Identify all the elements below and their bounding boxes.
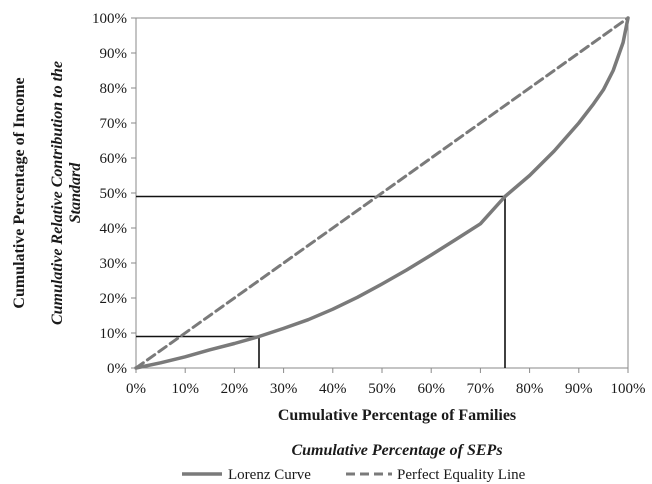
x-tick-label: 20%: [221, 381, 249, 397]
y-tick-label: 40%: [100, 221, 128, 237]
x-tick-label: 60%: [417, 381, 445, 397]
x-tick-label: 0%: [126, 381, 146, 397]
legend-label-equality: Perfect Equality Line: [397, 467, 526, 483]
reference-lines: [136, 195, 506, 368]
y-axis-title-secondary-line2: Standard: [67, 162, 84, 223]
lorenz-curve-line: [134, 16, 630, 370]
y-axis-ticks: 0% 10% 20% 30% 40% 50% 60% 70% 80% 90% 100%: [92, 11, 136, 377]
legend: Lorenz Curve Perfect Equality Line: [182, 467, 526, 483]
x-tick-label: 40%: [319, 381, 347, 397]
y-tick-label: 90%: [100, 46, 128, 62]
y-tick-label: 20%: [100, 291, 128, 307]
y-tick-label: 80%: [100, 81, 128, 97]
x-tick-label: 70%: [467, 381, 495, 397]
x-tick-label: 80%: [516, 381, 544, 397]
series-group: [134, 16, 630, 370]
y-tick-label: 60%: [100, 151, 128, 167]
y-tick-label: 70%: [100, 116, 128, 132]
y-tick-label: 0%: [107, 361, 127, 377]
perfect-equality-line: [134, 16, 630, 370]
legend-label-lorenz: Lorenz Curve: [228, 467, 311, 483]
x-tick-label: 30%: [270, 381, 298, 397]
y-tick-label: 10%: [100, 326, 128, 342]
x-tick-label: 10%: [171, 381, 199, 397]
y-tick-label: 30%: [100, 256, 128, 272]
x-axis-title: Cumulative Percentage of Families: [278, 407, 516, 424]
x-tick-label: 90%: [565, 381, 593, 397]
x-axis-title-secondary: Cumulative Percentage of SEPs: [291, 442, 502, 459]
y-axis-title: Cumulative Percentage of Income: [11, 77, 28, 308]
x-tick-label: 50%: [368, 381, 396, 397]
y-tick-label: 50%: [100, 186, 128, 202]
y-tick-label: 100%: [92, 11, 127, 27]
x-axis-ticks: 0% 10% 20% 30% 40% 50% 60% 70% 80% 90% 100%: [126, 368, 646, 397]
y-axis-title-secondary: Cumulative Relative Contribution to the: [49, 61, 66, 325]
x-tick-label: 100%: [611, 381, 646, 397]
